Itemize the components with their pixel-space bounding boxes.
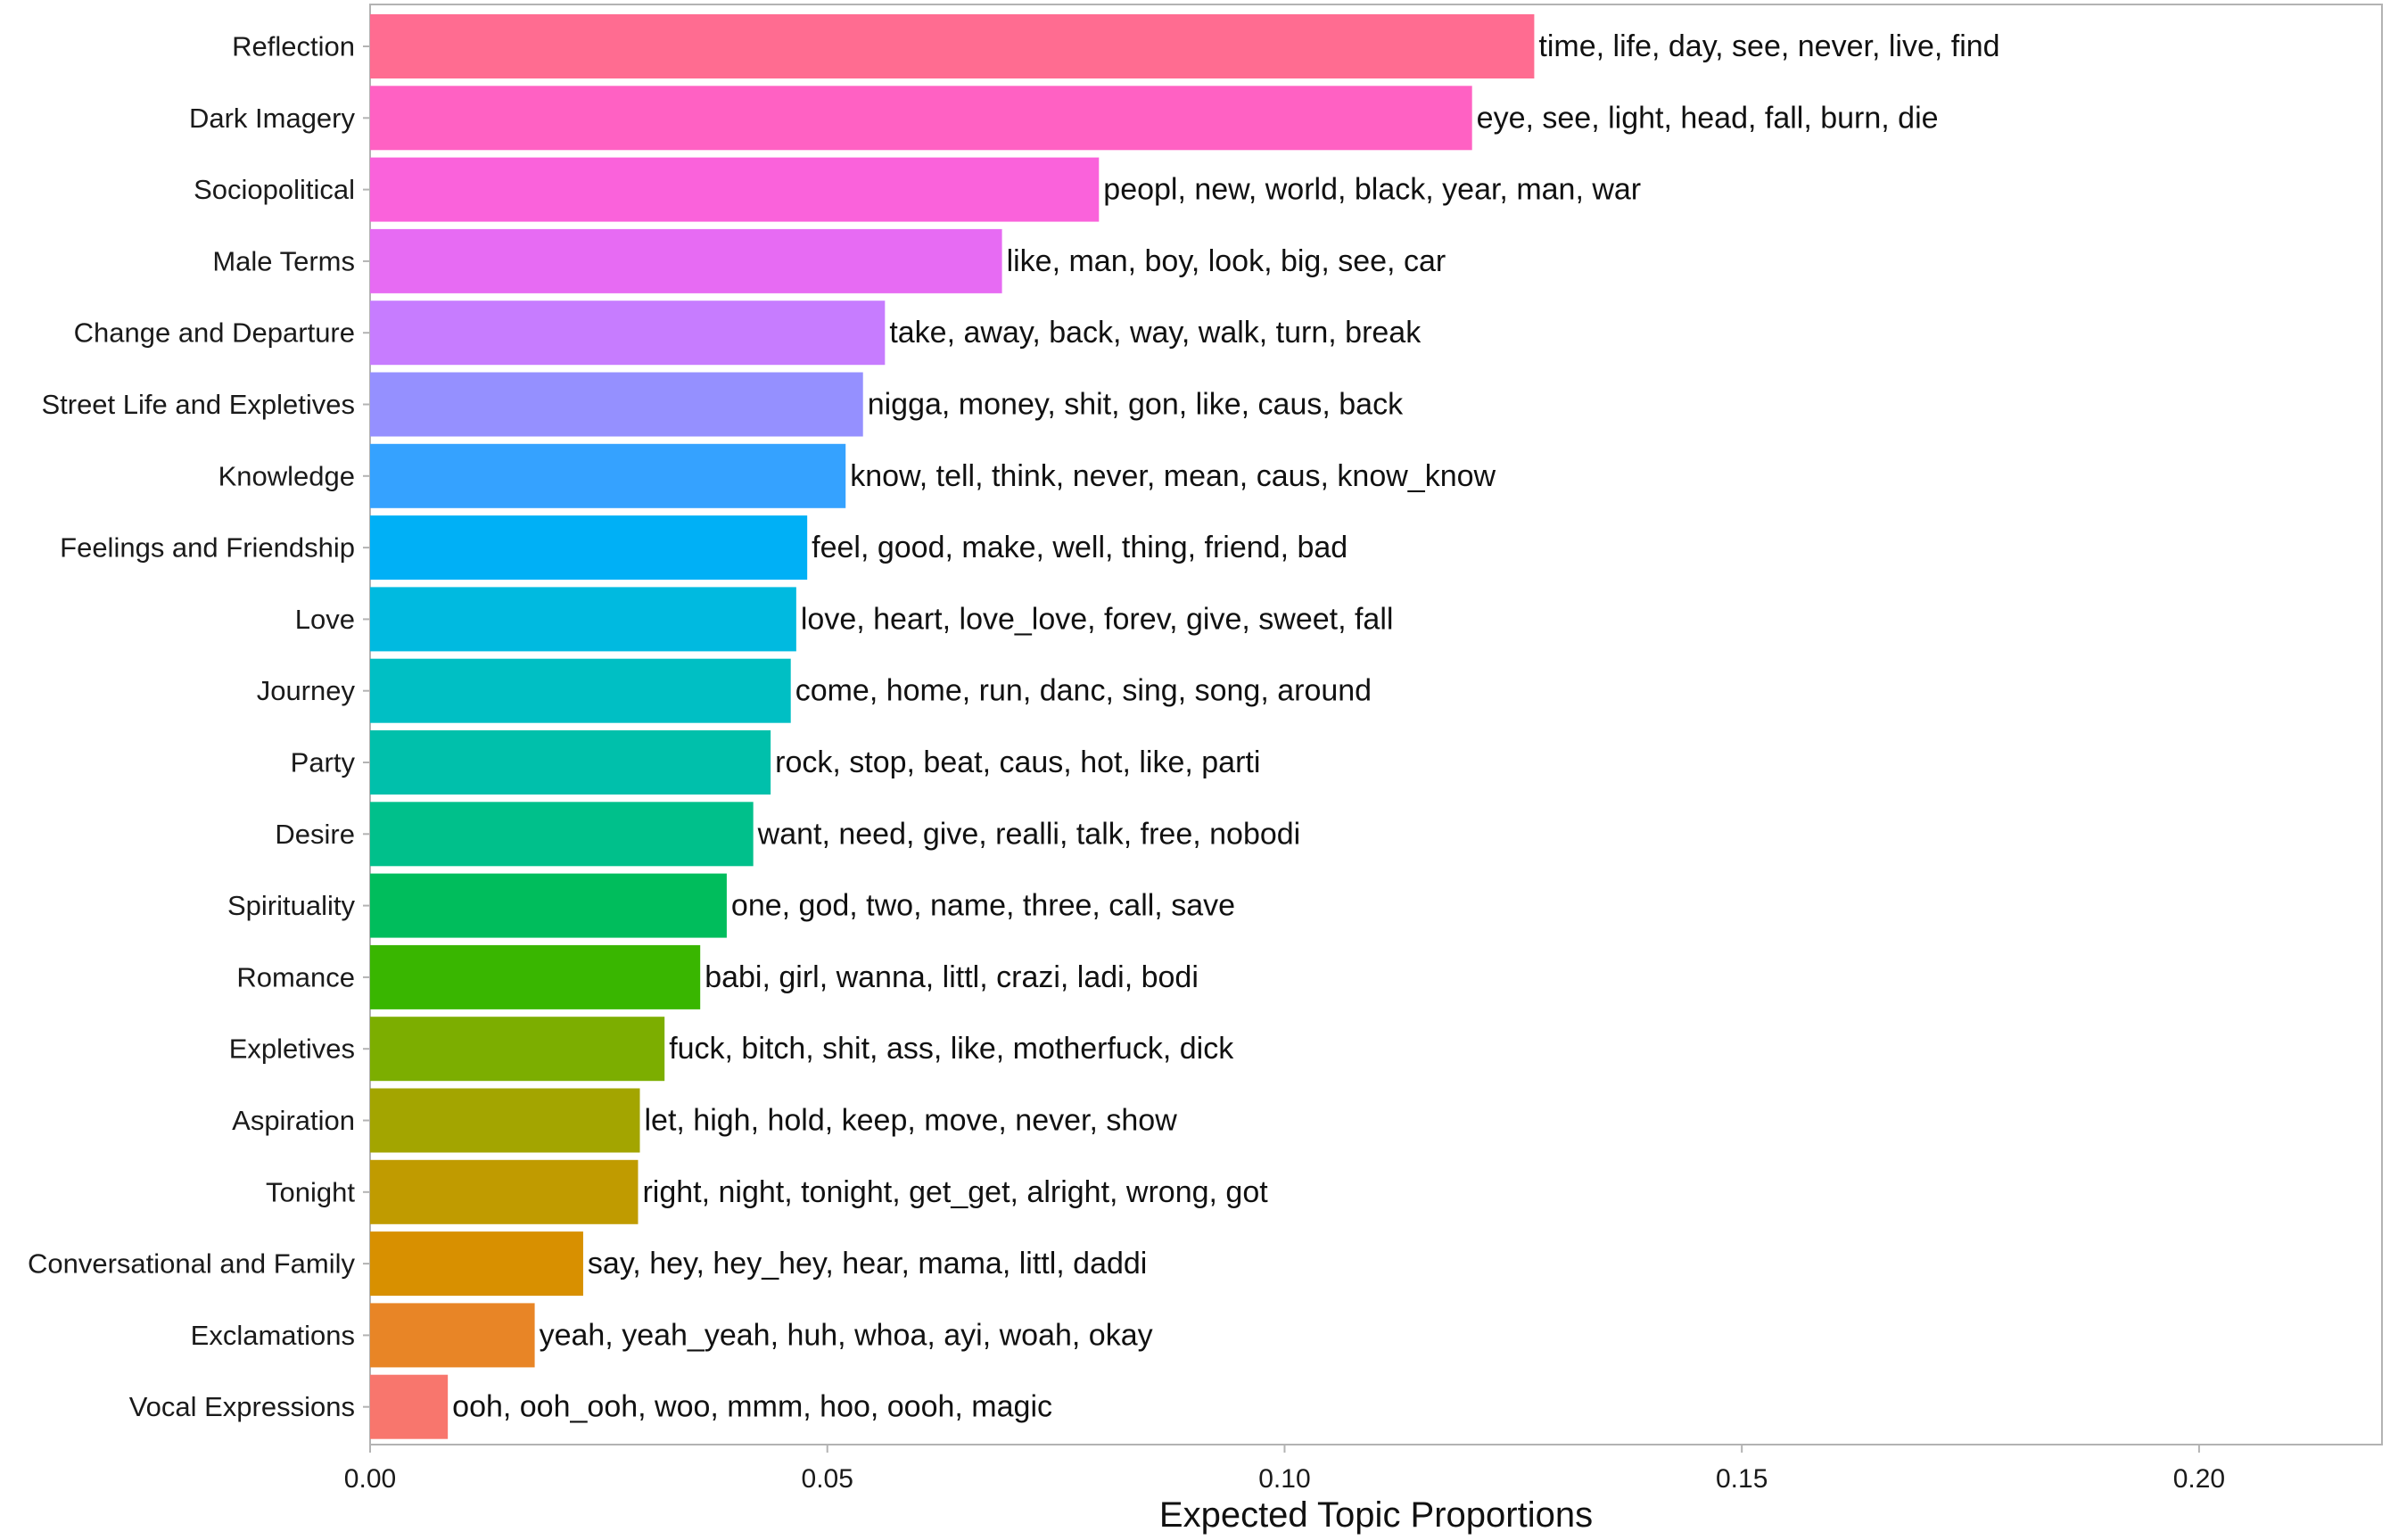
bar-19 [370, 1374, 449, 1439]
bar-0 [370, 14, 1535, 78]
y-tick-group [363, 45, 370, 1408]
bar-label-7: feel, good, make, well, thing, friend, b… [812, 531, 1347, 564]
bar-9 [370, 658, 791, 723]
bar-group [370, 14, 1535, 1439]
category-label-14: Expletives [229, 1034, 355, 1065]
category-label-10: Party [291, 747, 356, 778]
bar-label-3: like, man, boy, look, big, see, car [1007, 244, 1446, 278]
category-label-11: Desire [275, 819, 355, 850]
bar-label-14: fuck, bitch, shit, ass, like, motherfuck… [669, 1032, 1234, 1066]
bar-label-17: say, hey, hey_hey, hear, mama, littl, da… [588, 1247, 1147, 1281]
bar-label-5: nigga, money, shit, gon, like, caus, bac… [868, 388, 1404, 422]
bar-5 [370, 372, 863, 437]
bar-label-13: babi, girl, wanna, littl, crazi, ladi, b… [705, 960, 1199, 994]
category-label-12: Spirituality [227, 890, 355, 921]
bar-text-group: time, life, day, see, never, live, find e… [452, 29, 1999, 1424]
bar-label-9: come, home, run, danc, sing, song, aroun… [795, 674, 1372, 708]
bar-8 [370, 587, 796, 652]
bar-label-11: want, need, give, realli, talk, free, no… [757, 817, 1301, 851]
bar-18 [370, 1303, 535, 1368]
bar-10 [370, 730, 771, 795]
bar-label-0: time, life, day, see, never, live, find [1538, 29, 1999, 63]
bar-label-10: rock, stop, beat, caus, hot, like, parti [775, 745, 1260, 779]
category-label-17: Conversational and Family [28, 1248, 356, 1280]
x-tick-group: 0.00 0.05 0.10 0.15 0.20 [344, 1445, 2225, 1494]
category-label-15: Aspiration [232, 1105, 355, 1136]
category-label-6: Knowledge [218, 460, 355, 491]
bar-label-18: yeah, yeah_yeah, huh, whoa, ayi, woah, o… [540, 1318, 1153, 1352]
bar-13 [370, 944, 701, 1009]
category-label-5: Street Life and Expletives [41, 389, 355, 420]
category-label-18: Exclamations [191, 1320, 355, 1351]
bar-label-6: know, tell, think, never, mean, caus, kn… [850, 459, 1496, 493]
bar-7 [370, 515, 808, 581]
bar-3 [370, 228, 1002, 293]
x-tick-label-2: 0.10 [1258, 1464, 1310, 1494]
bar-17 [370, 1231, 583, 1297]
bar-11 [370, 802, 754, 867]
category-label-1: Dark Imagery [189, 103, 356, 134]
bar-6 [370, 443, 846, 508]
category-label-19: Vocal Expressions [129, 1391, 355, 1422]
category-label-8: Love [295, 604, 355, 635]
x-tick-label-3: 0.15 [1716, 1464, 1768, 1494]
bar-14 [370, 1017, 665, 1082]
category-label-group: Reflection Dark Imagery Sociopolitical Male… [28, 31, 356, 1423]
bar-16 [370, 1159, 639, 1224]
category-label-3: Male Terms [212, 245, 355, 276]
bar-label-12: one, god, two, name, three, call, save [731, 889, 1235, 923]
bar-1 [370, 86, 1472, 151]
bar-label-19: ooh, ooh_ooh, woo, mmm, hoo, oooh, magic [452, 1390, 1052, 1424]
bar-label-16: right, night, tonight, get_get, alright,… [642, 1175, 1268, 1209]
bar-2 [370, 157, 1100, 222]
category-label-13: Romance [236, 961, 355, 992]
bar-12 [370, 873, 727, 938]
x-axis-title: Expected Topic Proportions [1159, 1495, 1593, 1535]
bar-label-8: love, heart, love_love, forev, give, swe… [801, 602, 1394, 636]
category-label-16: Tonight [266, 1176, 355, 1207]
bar-label-4: take, away, back, way, walk, turn, break [889, 316, 1422, 350]
x-tick-label-1: 0.05 [802, 1464, 853, 1494]
category-label-2: Sociopolitical [194, 174, 355, 205]
category-label-0: Reflection [232, 31, 355, 62]
bar-label-15: let, high, hold, keep, move, never, show [645, 1104, 1178, 1138]
category-label-4: Change and Departure [74, 317, 355, 349]
x-tick-label-0: 0.00 [344, 1464, 396, 1494]
bar-label-1: eye, see, light, head, fall, burn, die [1477, 101, 1939, 135]
category-label-7: Feelings and Friendship [60, 532, 355, 564]
bar-4 [370, 301, 886, 366]
bar-label-2: peopl, new, world, black, year, man, war [1103, 173, 1641, 207]
category-label-9: Journey [257, 675, 356, 706]
bar-15 [370, 1088, 640, 1153]
x-tick-label-4: 0.20 [2173, 1464, 2225, 1494]
